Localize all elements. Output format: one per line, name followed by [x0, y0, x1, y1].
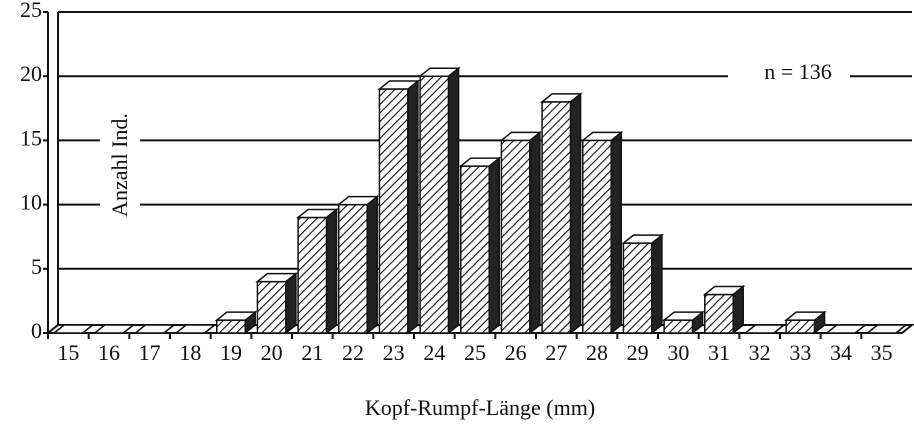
- bar: [460, 165, 490, 334]
- y-tick-label: 0: [31, 318, 42, 343]
- x-tick-label: 26: [505, 340, 527, 365]
- x-tick-label: 15: [57, 340, 79, 365]
- x-tick-label: 34: [830, 340, 852, 365]
- bar: [419, 75, 450, 334]
- bar-top: [214, 311, 258, 321]
- x-tick-label: 30: [667, 340, 689, 365]
- bar-side: [651, 233, 663, 335]
- bar-top: [661, 311, 705, 321]
- bar-top: [417, 67, 461, 77]
- bar-top: [499, 131, 543, 142]
- x-tick-label: 19: [220, 340, 242, 365]
- bar-top: [580, 131, 624, 142]
- bar-top: [51, 324, 95, 334]
- bar-top: [133, 324, 177, 334]
- annotation: n = 136: [764, 59, 831, 84]
- bar: [541, 101, 572, 334]
- bars: [51, 66, 909, 335]
- bar-side: [285, 272, 297, 335]
- bar: [297, 216, 328, 334]
- bar-top: [377, 80, 421, 90]
- bar-top: [92, 324, 136, 334]
- x-tick-label: 32: [749, 340, 771, 365]
- x-tick-label: 16: [98, 340, 120, 365]
- bar: [704, 293, 734, 334]
- x-tick-label: 20: [261, 340, 283, 365]
- x-tick-label: 33: [789, 340, 811, 365]
- bar-top: [621, 234, 665, 244]
- bar-top: [295, 208, 339, 219]
- bar-side: [366, 195, 378, 335]
- bar-top: [458, 157, 502, 167]
- bar: [663, 319, 694, 334]
- bar: [582, 139, 612, 334]
- bar: [256, 280, 287, 334]
- bar-top: [336, 195, 380, 206]
- bar: [500, 139, 531, 334]
- bar-side: [447, 66, 460, 335]
- bar: [216, 319, 246, 334]
- y-tick-label: 25: [20, 0, 42, 22]
- bar-top: [743, 324, 787, 334]
- y-axis-label: Anzahl Ind.: [107, 113, 132, 217]
- y-tick-label: 15: [20, 125, 42, 150]
- x-tick-label: 29: [627, 340, 649, 365]
- x-axis-label: Kopf-Rumpf-Länge (mm): [365, 395, 595, 420]
- x-tick-label: 23: [383, 340, 405, 365]
- bar: [785, 319, 816, 334]
- bar: [378, 88, 409, 334]
- x-tick-label: 17: [139, 340, 161, 365]
- bar-side: [569, 92, 582, 335]
- x-tick-label: 28: [586, 340, 608, 365]
- bar-top: [783, 311, 827, 321]
- bar-top: [255, 272, 299, 283]
- y-tick-label: 5: [31, 254, 42, 279]
- y-tick-label: 10: [20, 190, 42, 215]
- x-tick-label: 31: [708, 340, 730, 365]
- bar: [338, 203, 368, 334]
- bar-top: [539, 93, 583, 103]
- bar-top: [824, 324, 868, 334]
- bar-side: [610, 130, 622, 335]
- x-tick-label: 18: [179, 340, 201, 365]
- y-tick-label: 20: [20, 61, 42, 86]
- bar-top: [865, 324, 909, 334]
- x-tick-label: 21: [301, 340, 323, 365]
- label-bg: [100, 88, 140, 248]
- bar-side: [325, 207, 338, 335]
- x-tick-label: 24: [423, 340, 445, 365]
- x-tick-label: 35: [871, 340, 893, 365]
- bar: [622, 242, 653, 334]
- bar-top: [173, 324, 217, 334]
- bar-side: [529, 130, 541, 335]
- bar-top: [702, 285, 746, 296]
- annotation-bg: [728, 60, 850, 88]
- x-tick-label: 22: [342, 340, 364, 365]
- x-tick-label: 27: [545, 340, 567, 365]
- x-tick-label: 25: [464, 340, 486, 365]
- bar-side: [488, 156, 500, 335]
- bar-side: [407, 79, 419, 335]
